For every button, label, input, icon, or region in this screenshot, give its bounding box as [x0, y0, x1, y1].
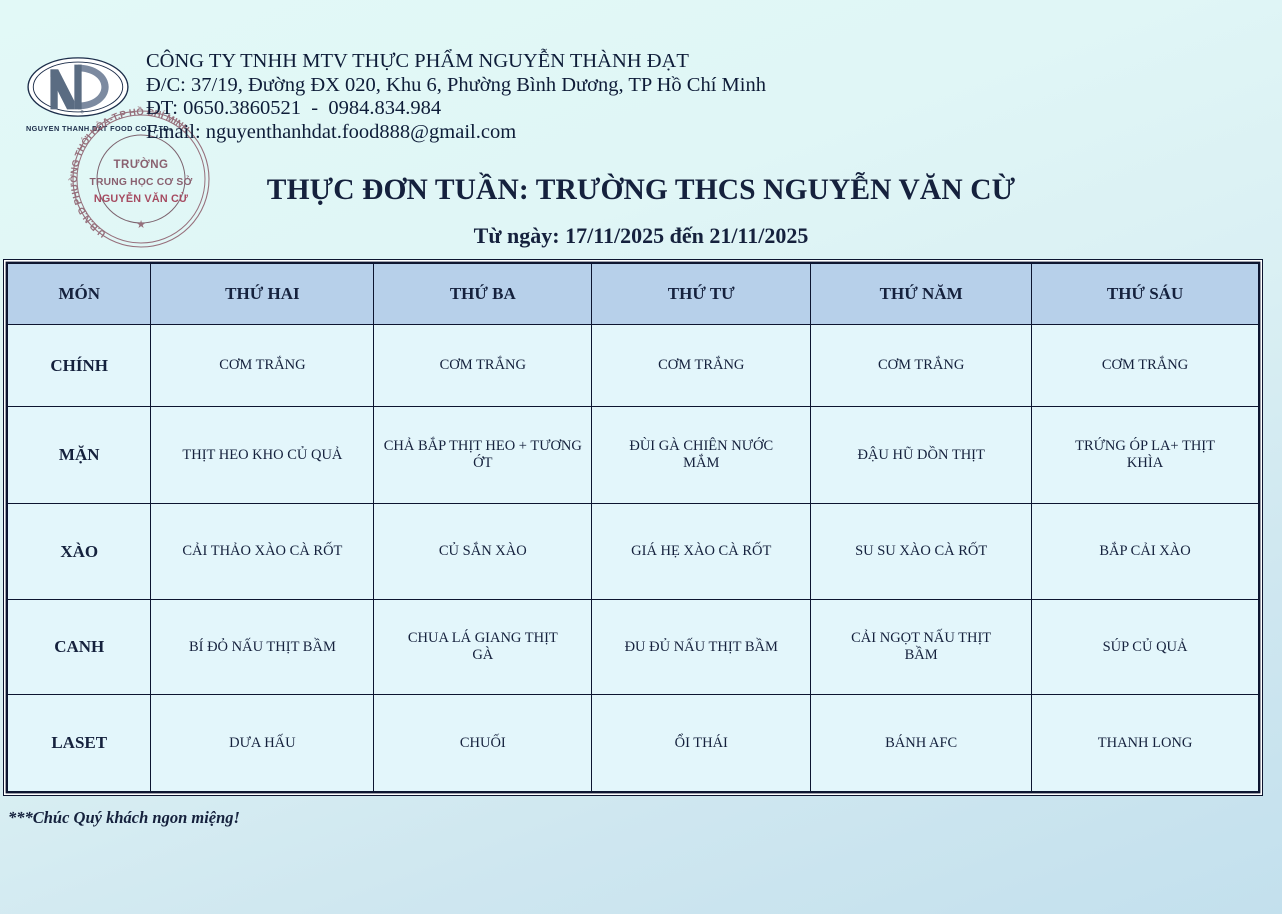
- svg-text:TRƯỜNG: TRƯỜNG: [114, 158, 169, 171]
